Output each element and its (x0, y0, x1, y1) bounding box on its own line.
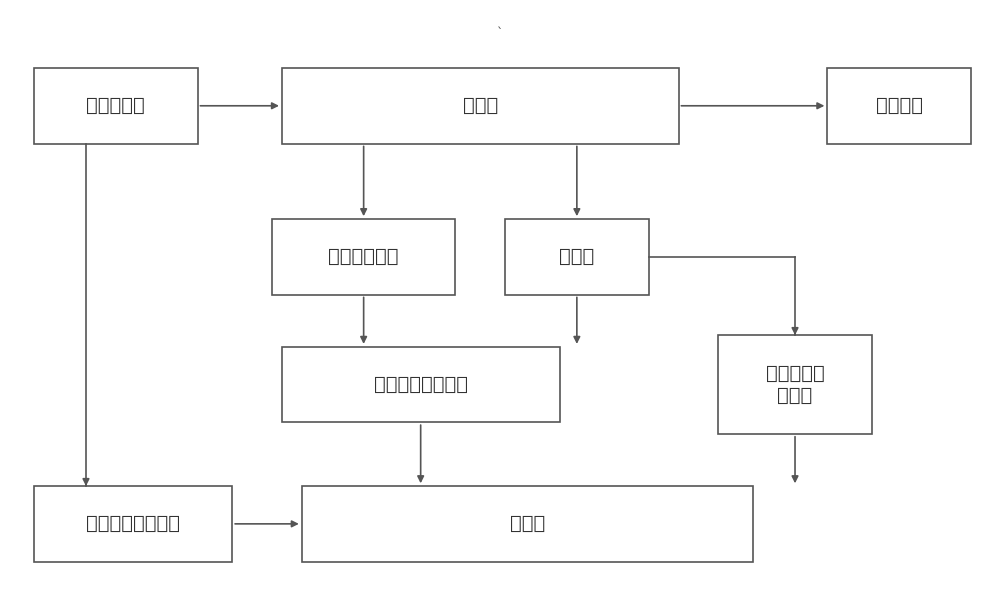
Text: 分流器: 分流器 (559, 247, 594, 266)
Text: 直流充电桩: 直流充电桩 (86, 96, 145, 115)
Text: `: ` (497, 28, 503, 41)
Text: 处理器: 处理器 (510, 514, 545, 534)
Bar (34, 486, 232, 561)
Bar (34, 68, 198, 144)
Bar (282, 347, 560, 422)
Bar (302, 486, 753, 561)
Text: 扫频实时校
准电路: 扫频实时校 准电路 (766, 364, 824, 405)
Bar (718, 335, 872, 434)
Bar (505, 219, 649, 294)
Bar (272, 219, 455, 294)
Text: 无分频校验光电头: 无分频校验光电头 (86, 514, 180, 534)
Text: 分压电阻网络: 分压电阻网络 (328, 247, 399, 266)
Text: 电动汽车: 电动汽车 (876, 96, 923, 115)
Text: 充电线: 充电线 (463, 96, 498, 115)
Text: 直流电能采集电路: 直流电能采集电路 (374, 375, 468, 394)
Bar (282, 68, 679, 144)
Bar (827, 68, 971, 144)
